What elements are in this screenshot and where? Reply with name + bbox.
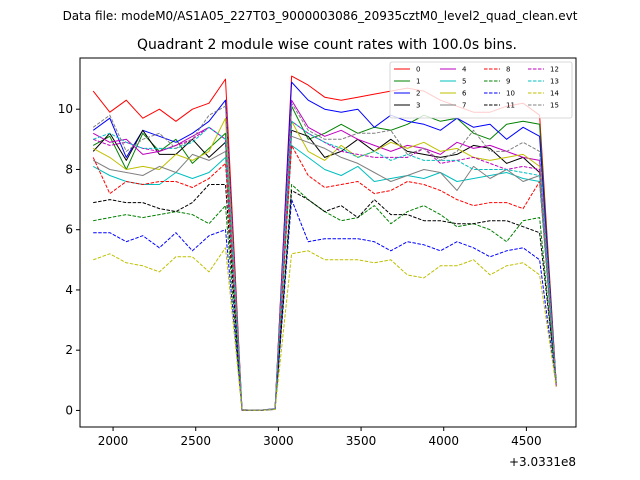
y-tick-label: 8 <box>65 162 73 176</box>
x-tick-label: 2000 <box>98 434 129 448</box>
plot-area <box>92 75 557 411</box>
axes-frame <box>79 57 577 428</box>
series-line-2 <box>92 81 557 411</box>
legend-label-10: 10 <box>506 90 515 98</box>
chart-suptitle: Data file: modeM0/AS1A05_227T03_90000030… <box>63 9 578 23</box>
y-axis: 0 2 4 6 8 10 <box>58 102 80 417</box>
series-line-7 <box>92 135 557 411</box>
legend-label-6: 6 <box>462 90 467 98</box>
series-line-10 <box>93 199 557 411</box>
legend-label-3: 3 <box>416 102 420 110</box>
legend-label-9: 9 <box>506 78 510 86</box>
legend-label-1: 1 <box>416 78 420 86</box>
series-line-3 <box>92 129 557 411</box>
legend-label-4: 4 <box>462 66 467 74</box>
series-line-12 <box>93 120 557 411</box>
x-offset-label: +3.0331e8 <box>509 455 576 469</box>
series-line-0 <box>92 75 557 411</box>
chart-title: Quadrant 2 module wise count rates with … <box>137 37 517 53</box>
legend-label-0: 0 <box>416 66 420 74</box>
x-axis: 2000 2500 3000 3500 4000 4500 <box>98 427 542 448</box>
series-line-15 <box>92 102 557 411</box>
legend-label-12: 12 <box>550 66 559 74</box>
series-line-13 <box>93 120 557 411</box>
legend-frame <box>389 61 573 119</box>
y-tick-label: 10 <box>58 102 73 116</box>
legend-label-7: 7 <box>462 102 466 110</box>
series-line-8 <box>92 144 557 411</box>
legend-label-5: 5 <box>462 78 466 86</box>
series-line-6 <box>92 117 557 411</box>
x-tick-label: 2500 <box>180 434 211 448</box>
series-line-14 <box>93 247 557 411</box>
x-tick-label: 4000 <box>428 434 459 448</box>
y-tick-label: 0 <box>65 403 73 417</box>
legend-label-15: 15 <box>550 102 559 110</box>
y-tick-label: 6 <box>65 223 73 237</box>
legend-label-11: 11 <box>506 102 515 110</box>
legend-label-13: 13 <box>550 78 559 86</box>
legend-label-8: 8 <box>506 66 510 74</box>
series-line-9 <box>93 184 557 411</box>
legend-label-2: 2 <box>416 90 420 98</box>
x-tick-label: 3000 <box>263 434 294 448</box>
series-line-5 <box>92 144 557 411</box>
x-tick-label: 4500 <box>511 434 542 448</box>
y-tick-label: 2 <box>65 343 73 357</box>
series-line-1 <box>92 105 557 411</box>
legend-label-14: 14 <box>550 90 559 98</box>
x-tick-label: 3500 <box>346 434 377 448</box>
series-line-11 <box>93 184 557 411</box>
y-tick-label: 4 <box>65 283 73 297</box>
